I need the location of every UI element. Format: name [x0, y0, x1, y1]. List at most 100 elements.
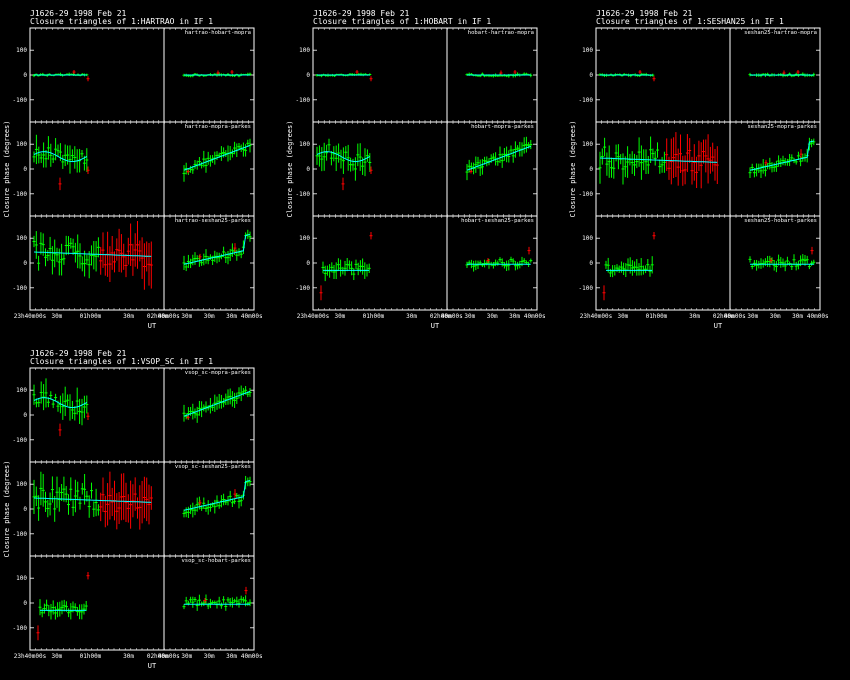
- x-tick-label: 30m: [770, 313, 781, 320]
- y-tick-label: 100: [582, 235, 593, 242]
- x-tick-label: 30m: [747, 313, 758, 320]
- x-tick-label: 40m00s: [241, 653, 263, 660]
- y-tick-label: 0: [23, 412, 27, 419]
- x-tick-label: 30m: [509, 313, 520, 320]
- triangle-label: hobart-hartrao-mopra: [468, 30, 534, 36]
- y-tick-label: -100: [296, 191, 311, 198]
- y-tick-label: 100: [16, 387, 27, 394]
- x-tick-label: 30m: [181, 653, 192, 660]
- triangle-label: hartrao-seshan25-parkes: [175, 218, 251, 224]
- triangle-label: hobart-seshan25-parkes: [461, 218, 534, 224]
- y-tick-label: 0: [306, 72, 310, 79]
- model-curve: [749, 140, 814, 171]
- y-axis-label: Closure phase (degrees): [3, 461, 11, 558]
- y-tick-label: 100: [16, 141, 27, 148]
- y-tick-label: 100: [16, 235, 27, 242]
- x-tick-label: 30m: [226, 313, 237, 320]
- panel-frame: [29, 367, 255, 463]
- triangle-label: hartrao-mopra-parkes: [185, 124, 251, 130]
- x-tick-label: 30m: [123, 653, 134, 660]
- model-curve: [33, 497, 152, 503]
- data-layer: [36, 571, 252, 641]
- data-layer: [32, 70, 252, 82]
- triangle-label: seshan25-hobart-parkes: [744, 218, 817, 224]
- y-tick-label: -100: [13, 531, 28, 538]
- y-tick-label: 100: [299, 141, 310, 148]
- x-tick-label: 30m: [617, 313, 628, 320]
- x-tick-label: 01h00m: [80, 313, 102, 320]
- model-curve: [33, 151, 88, 163]
- y-tick-label: 0: [589, 166, 593, 173]
- figure-subtitle: Closure triangles of 1:HARTRAO in IF 1: [30, 17, 213, 26]
- model-curve: [183, 234, 251, 265]
- x-tick-label: 40m00s: [158, 653, 180, 660]
- figure-title: J1626-29 1998 Feb 21: [30, 9, 127, 18]
- data-layer: [319, 231, 533, 301]
- x-tick-label: 40m00s: [441, 313, 463, 320]
- figure-subtitle: Closure triangles of 1:VSOP_SC in IF 1: [30, 357, 213, 366]
- y-tick-label: -100: [296, 285, 311, 292]
- x-tick-label: 01h00m: [363, 313, 385, 320]
- model-curve: [33, 397, 88, 409]
- x-tick-label: 30m: [334, 313, 345, 320]
- figure-title: J1626-29 1998 Feb 21: [30, 349, 127, 358]
- figure-subtitle: Closure triangles of 1:HOBART in IF 1: [313, 17, 491, 26]
- x-tick-label: 02h00m: [147, 653, 169, 660]
- x-tick-label: 23h40m00s: [14, 313, 47, 320]
- y-tick-label: 100: [299, 235, 310, 242]
- model-curve: [599, 157, 718, 163]
- x-axis-label: UT: [148, 322, 157, 330]
- data-layer: [32, 134, 252, 191]
- y-tick-label: 0: [306, 166, 310, 173]
- x-axis-label: UT: [148, 662, 157, 670]
- model-curve: [183, 480, 251, 511]
- y-tick-label: 0: [23, 166, 27, 173]
- panel-frame: [312, 121, 538, 217]
- triangle-label: hartrao-hobart-mopra: [185, 30, 251, 36]
- y-tick-label: 0: [23, 72, 27, 79]
- model-curve: [466, 145, 531, 171]
- x-tick-label: 30m: [406, 313, 417, 320]
- x-tick-label: 30m: [792, 313, 803, 320]
- y-axis-label: Closure phase (degrees): [3, 121, 11, 218]
- x-tick-label: 30m: [689, 313, 700, 320]
- y-tick-label: -100: [13, 437, 28, 444]
- triangle-label: hobart-mopra-parkes: [471, 124, 534, 130]
- y-tick-label: 100: [582, 47, 593, 54]
- triangle-label: seshan25-mopra-parkes: [747, 124, 817, 130]
- data-layer: [602, 231, 816, 301]
- y-axis-label: Closure phase (degrees): [286, 121, 294, 218]
- data-layer: [315, 136, 533, 191]
- y-tick-label: 100: [16, 575, 27, 582]
- data-layer: [598, 70, 816, 82]
- x-tick-label: 30m: [181, 313, 192, 320]
- x-tick-label: 02h00m: [713, 313, 735, 320]
- y-tick-label: 0: [23, 260, 27, 267]
- x-tick-label: 40m00s: [241, 313, 263, 320]
- x-tick-label: 01h00m: [646, 313, 668, 320]
- x-tick-label: 40m00s: [807, 313, 829, 320]
- y-tick-label: -100: [579, 191, 594, 198]
- x-tick-label: 30m: [204, 653, 215, 660]
- figure-title: J1626-29 1998 Feb 21: [596, 9, 693, 18]
- y-tick-label: -100: [296, 97, 311, 104]
- y-tick-label: 0: [589, 72, 593, 79]
- x-tick-label: 02h00m: [147, 313, 169, 320]
- y-axis-label: Closure phase (degrees): [569, 121, 577, 218]
- data-layer: [315, 70, 533, 82]
- y-tick-label: 100: [299, 47, 310, 54]
- data-layer: [32, 471, 252, 530]
- triangle-label: vsop_sc-seshan25-parkes: [175, 464, 251, 470]
- x-tick-label: 30m: [487, 313, 498, 320]
- x-tick-label: 23h40m00s: [297, 313, 330, 320]
- figure-subtitle: Closure triangles of 1:SESHAN25 in IF 1: [596, 17, 784, 26]
- y-tick-label: -100: [13, 285, 28, 292]
- y-tick-label: 0: [23, 506, 27, 513]
- model-curve: [316, 151, 371, 163]
- panel-frame: [312, 215, 538, 311]
- panel-frame: [29, 555, 255, 651]
- y-tick-label: -100: [13, 191, 28, 198]
